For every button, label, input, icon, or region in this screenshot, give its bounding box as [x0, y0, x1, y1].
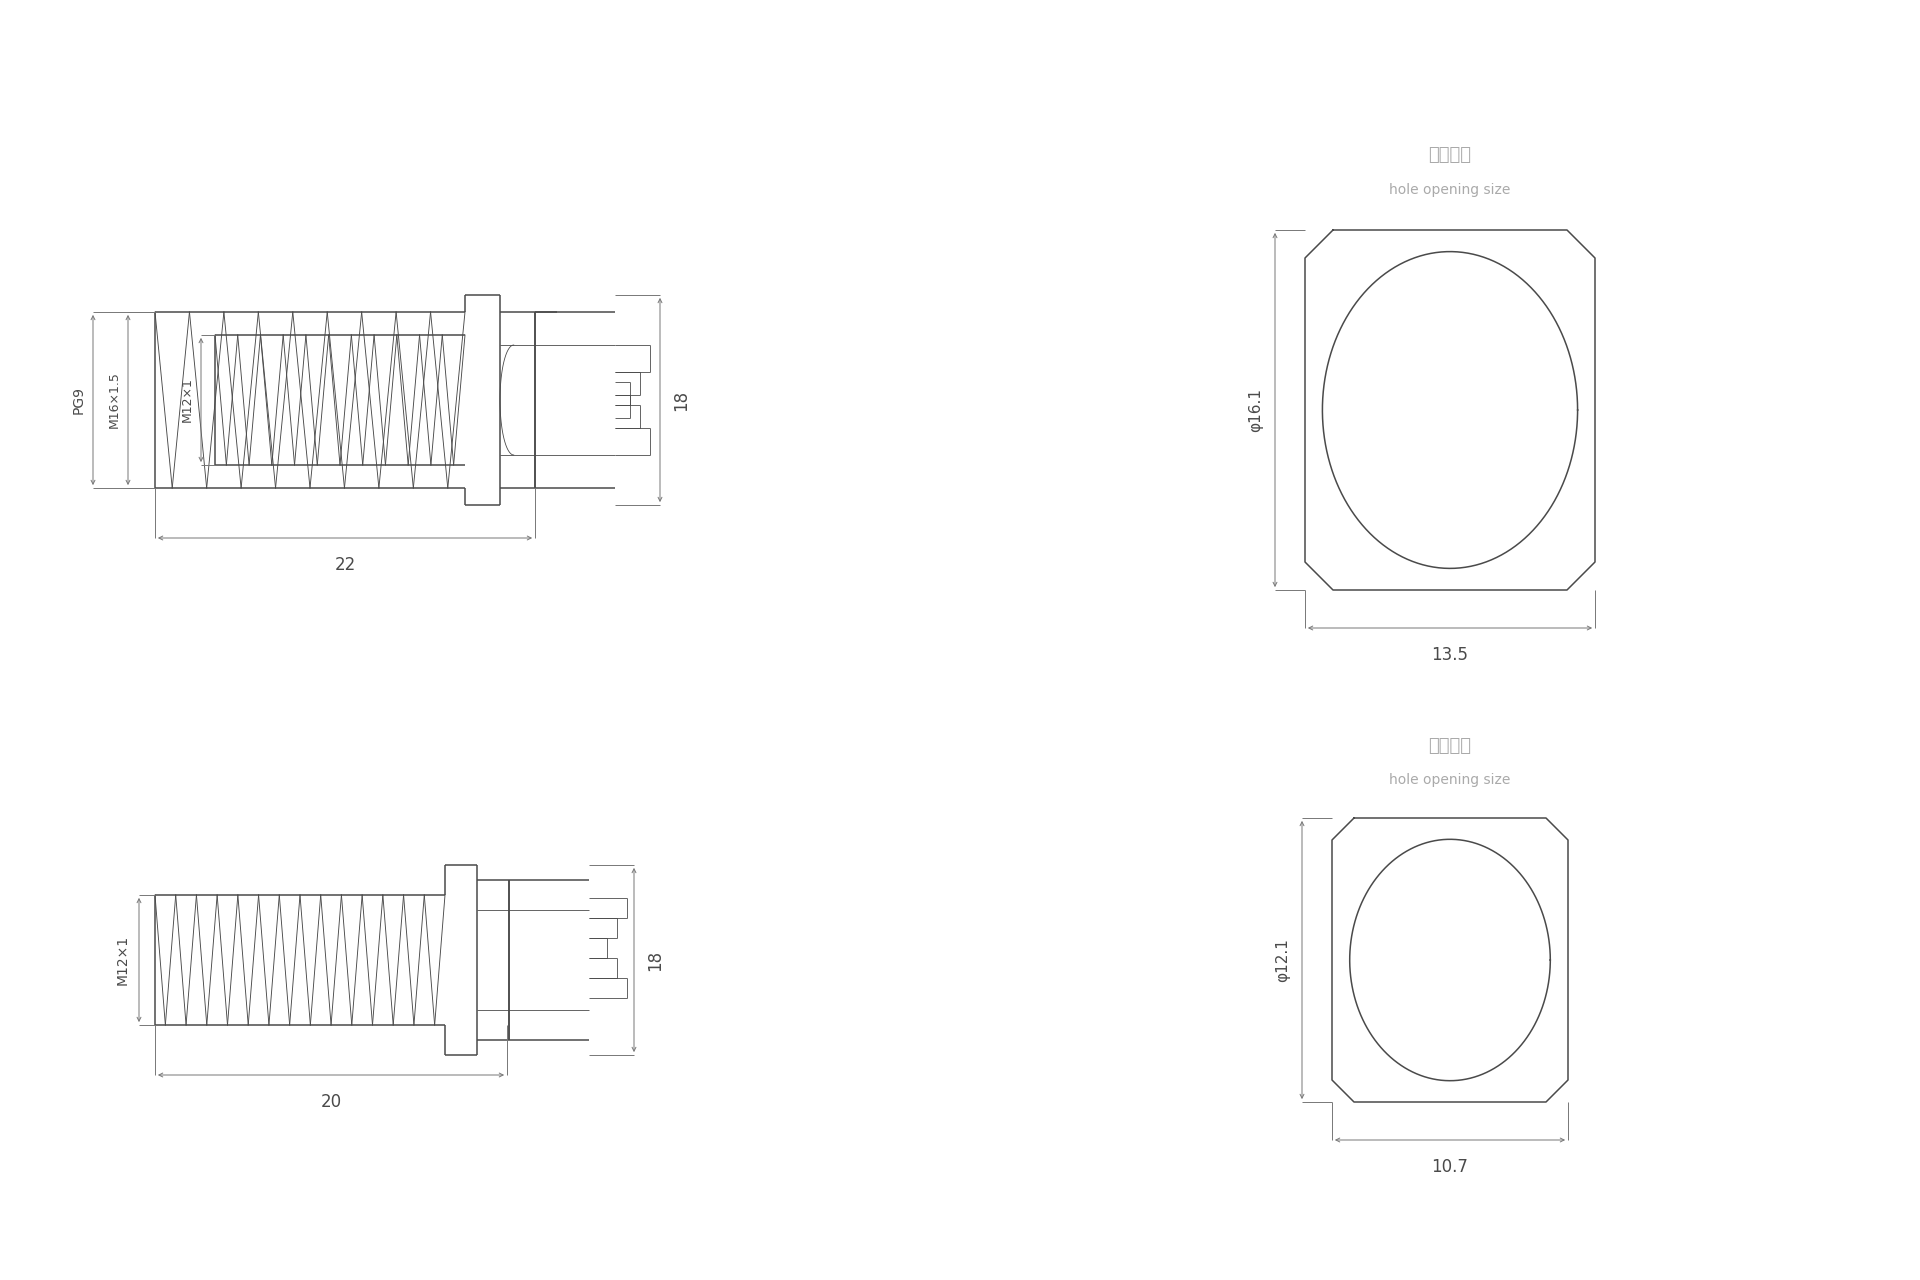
Text: 18: 18 — [672, 389, 689, 411]
Text: 18: 18 — [645, 950, 664, 970]
Text: 20: 20 — [321, 1093, 342, 1111]
Text: M12×1: M12×1 — [115, 934, 131, 986]
Text: 22: 22 — [334, 556, 355, 573]
Text: 开孔尺寸: 开孔尺寸 — [1428, 737, 1471, 755]
Text: M12×1: M12×1 — [180, 378, 194, 422]
Text: PG9: PG9 — [73, 387, 86, 413]
Text: φ12.1: φ12.1 — [1275, 938, 1290, 982]
Text: φ16.1: φ16.1 — [1248, 388, 1263, 433]
Text: 开孔尺寸: 开孔尺寸 — [1428, 146, 1471, 164]
Text: 10.7: 10.7 — [1432, 1158, 1469, 1176]
Text: 13.5: 13.5 — [1432, 646, 1469, 664]
Text: hole opening size: hole opening size — [1390, 773, 1511, 787]
Text: hole opening size: hole opening size — [1390, 183, 1511, 197]
Text: M16×1.5: M16×1.5 — [108, 371, 121, 429]
